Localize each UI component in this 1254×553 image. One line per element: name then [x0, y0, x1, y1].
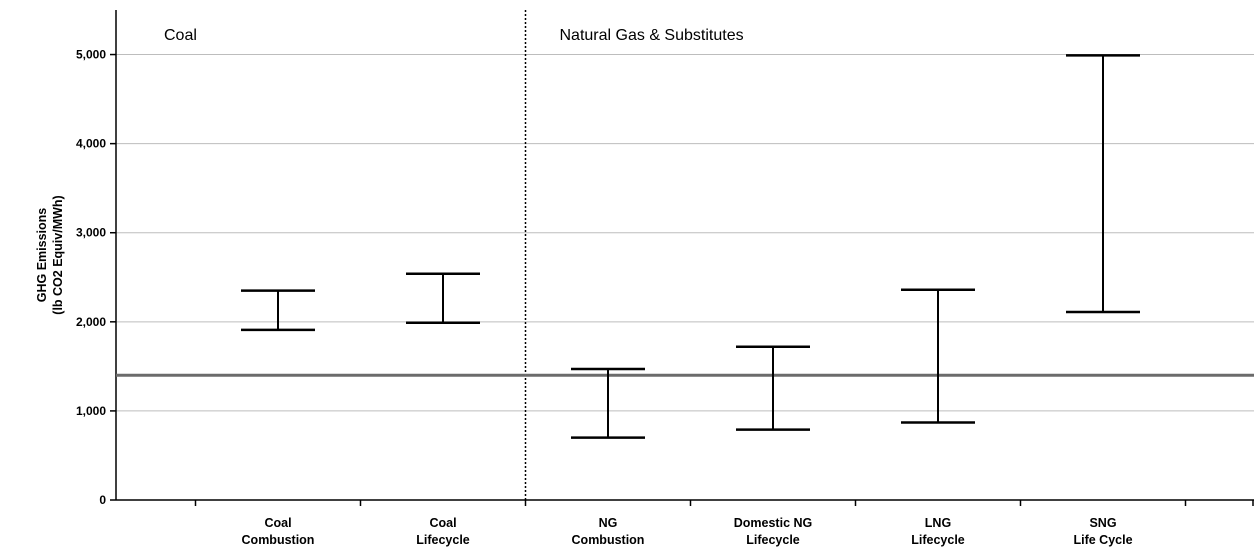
category-label-line: Combustion	[572, 533, 645, 547]
range-bar-1	[406, 272, 480, 324]
y-tick-label-4000: 4,000	[76, 137, 106, 151]
y-tick-label-2000: 2,000	[76, 315, 106, 329]
category-label-line: Coal	[264, 516, 291, 530]
y-tick-label-3000: 3,000	[76, 226, 106, 240]
range-bar-4	[901, 288, 975, 424]
y-axis-title-line: GHG Emissions	[35, 208, 49, 303]
axis-layer: 0 1,000 2,000 3,000 4,000 5,000	[76, 10, 1254, 507]
category-label-3: Domestic NG Lifecycle	[734, 516, 813, 547]
category-label-line: Combustion	[242, 533, 315, 547]
range-bars	[241, 54, 1140, 439]
y-axis-title-line: (lb CO2 Equiv/MWh)	[51, 195, 65, 314]
y-tick-label-1000: 1,000	[76, 404, 106, 418]
category-label-line: Coal	[429, 516, 456, 530]
y-tick-label-5000: 5,000	[76, 48, 106, 62]
category-label-line: Lifecycle	[746, 533, 800, 547]
label-layer: Coal Natural Gas & Substitutes Coal Combust…	[35, 27, 1133, 547]
category-label-line: Life Cycle	[1073, 533, 1132, 547]
category-label-line: Lifecycle	[416, 533, 470, 547]
category-label-4: LNG Lifecycle	[911, 516, 965, 547]
category-label-2: NG Combustion	[572, 516, 645, 547]
category-label-line: NG	[599, 516, 618, 530]
range-bar-2	[571, 367, 645, 439]
group-label-0: Coal	[164, 27, 197, 44]
grid-layer	[116, 54, 1254, 412]
category-label-line: Domestic NG	[734, 516, 813, 530]
category-label-1: Coal Lifecycle	[416, 516, 470, 547]
category-label-line: LNG	[925, 516, 951, 530]
range-bar-3	[736, 345, 810, 431]
category-label-5: SNG Life Cycle	[1073, 516, 1132, 547]
y-tick-label-0: 0	[99, 493, 106, 507]
category-label-line: SNG	[1089, 516, 1116, 530]
y-axis-title: GHG Emissions (lb CO2 Equiv/MWh)	[35, 195, 65, 314]
range-bar-0	[241, 289, 315, 332]
range-bar-5	[1066, 54, 1140, 314]
category-label-0: Coal Combustion	[242, 516, 315, 547]
group-label-1: Natural Gas & Substitutes	[560, 27, 744, 44]
category-label-line: Lifecycle	[911, 533, 965, 547]
